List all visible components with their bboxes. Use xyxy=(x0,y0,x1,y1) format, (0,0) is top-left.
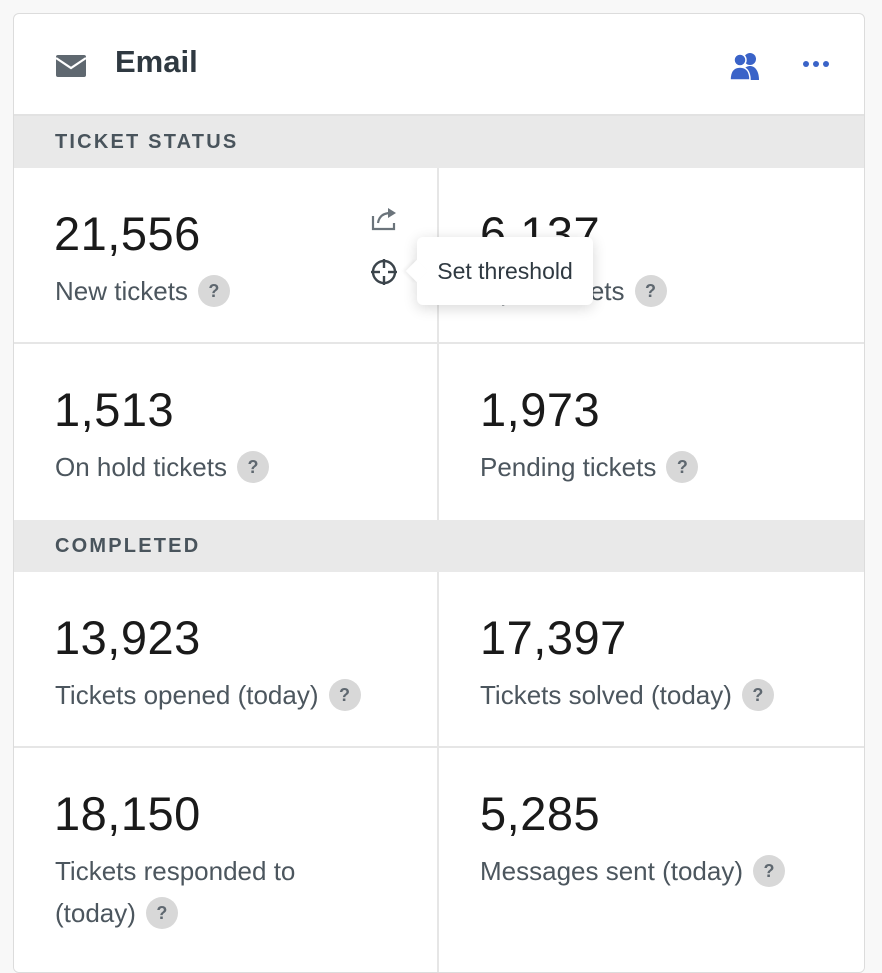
section-header-completed: COMPLETED xyxy=(14,520,864,572)
metric-label-wrap: On hold tickets? xyxy=(55,446,385,488)
section-label: COMPLETED xyxy=(55,535,201,557)
card-header: Email xyxy=(14,14,864,116)
more-icon[interactable] xyxy=(801,54,831,74)
metric-value: 17,397 xyxy=(480,611,627,664)
section-header-ticket-status: TICKET STATUS xyxy=(14,116,864,168)
help-icon[interactable]: ? xyxy=(634,275,667,307)
help-icon[interactable]: ? xyxy=(236,451,269,483)
metric-tickets-solved[interactable]: 17,397 Tickets solved (today)? xyxy=(439,572,864,748)
metric-label: Tickets responded to (today) xyxy=(55,856,296,928)
metric-label-wrap: Tickets opened (today)? xyxy=(55,674,385,716)
metric-new-tickets[interactable]: 21,556 New tickets? xyxy=(14,168,439,344)
metric-value: 1,973 xyxy=(480,383,601,436)
metric-label: On hold tickets xyxy=(55,452,227,482)
help-icon[interactable]: ? xyxy=(741,679,774,711)
card-title: Email xyxy=(115,44,198,79)
metric-pending-tickets[interactable]: 1,973 Pending tickets? xyxy=(439,344,864,520)
set-threshold-tooltip: Set threshold xyxy=(417,237,593,305)
users-icon[interactable] xyxy=(729,51,761,81)
share-icon[interactable] xyxy=(369,206,399,232)
email-dashboard-card: Email TICKET STATUS 21,556 New tickets? … xyxy=(13,13,865,973)
help-icon[interactable]: ? xyxy=(145,897,178,929)
metric-label-wrap: Tickets solved (today)? xyxy=(480,674,820,716)
metric-label: New tickets xyxy=(55,276,188,306)
help-icon[interactable]: ? xyxy=(666,451,699,483)
metric-label: Pending tickets xyxy=(480,452,657,482)
metric-label: Messages sent (today) xyxy=(480,856,744,886)
metric-value: 1,513 xyxy=(54,383,175,436)
metric-value: 5,285 xyxy=(480,787,601,840)
mail-icon xyxy=(55,55,87,77)
metric-tickets-responded[interactable]: 18,150 Tickets responded to (today)? xyxy=(14,748,439,972)
metric-value: 21,556 xyxy=(54,207,201,260)
metric-label: Tickets solved (today) xyxy=(480,680,732,710)
metric-tickets-opened[interactable]: 13,923 Tickets opened (today)? xyxy=(14,572,439,748)
metric-label-wrap: Tickets responded to (today)? xyxy=(55,850,345,934)
metric-on-hold-tickets[interactable]: 1,513 On hold tickets? xyxy=(14,344,439,520)
help-icon[interactable]: ? xyxy=(197,275,230,307)
metric-messages-sent[interactable]: 5,285 Messages sent (today)? xyxy=(439,748,864,972)
section-label: TICKET STATUS xyxy=(55,131,239,153)
metric-label: Tickets opened (today) xyxy=(55,680,319,710)
metric-value: 18,150 xyxy=(54,787,201,840)
metric-value: 13,923 xyxy=(54,611,201,664)
metric-label-wrap: New tickets? xyxy=(55,270,385,312)
metric-label-wrap: Pending tickets? xyxy=(480,446,820,488)
target-icon[interactable] xyxy=(369,257,399,287)
help-icon[interactable]: ? xyxy=(328,679,361,711)
metric-label-wrap: Messages sent (today)? xyxy=(480,850,820,892)
help-icon[interactable]: ? xyxy=(753,855,786,887)
